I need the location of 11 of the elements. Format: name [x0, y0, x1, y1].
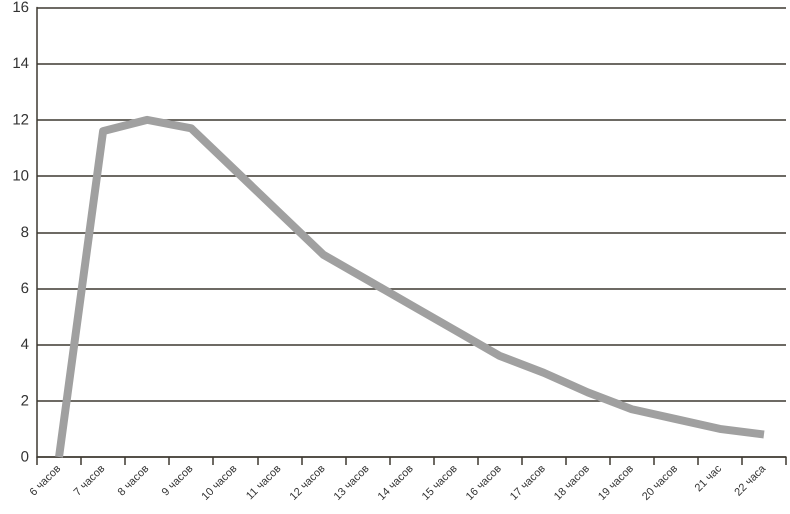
y-tick-label: 14	[12, 55, 29, 72]
y-tick-label: 10	[12, 168, 29, 185]
x-tick-label: 22 часа	[732, 462, 769, 499]
y-tick-label: 12	[12, 111, 29, 128]
y-tick-label: 4	[20, 336, 29, 354]
y-tick-label: 6	[20, 280, 29, 297]
y-tick-label: 16	[12, 0, 29, 16]
y-tick-label: 2	[20, 392, 29, 410]
y-tick-label: 0	[20, 448, 29, 466]
x-tick-label: 21 час	[692, 462, 725, 494]
y-tick-label: 8	[20, 224, 29, 241]
